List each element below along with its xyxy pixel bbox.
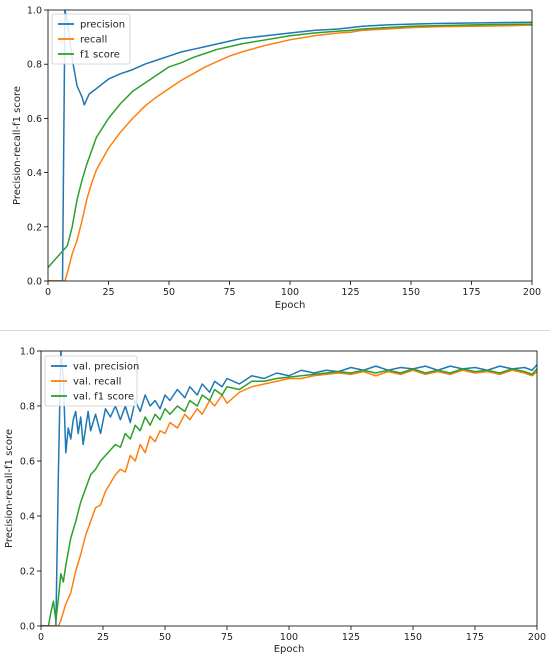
y-tick-label: 0.2 [27, 222, 42, 233]
series-line-recall [41, 369, 537, 626]
x-tick-label: 25 [97, 632, 109, 643]
y-tick-label: 1.0 [20, 347, 35, 358]
y-tick-label: 0.8 [27, 60, 42, 71]
x-tick-label: 75 [221, 632, 233, 643]
legend-label: val. recall [73, 377, 121, 388]
x-tick-label: 125 [341, 287, 359, 298]
x-tick-label: 200 [523, 287, 541, 298]
x-tick-label: 50 [159, 632, 171, 643]
legend-label: val. f1 score [73, 392, 134, 403]
y-tick-label: 0.6 [27, 114, 42, 125]
x-tick-label: 0 [38, 632, 44, 643]
x-axis-label: Epoch [274, 644, 305, 655]
y-tick-label: 0.4 [20, 512, 35, 523]
legend-label: val. precision [73, 362, 139, 373]
legend: precision recall f1 score [51, 13, 131, 65]
x-tick-label: 175 [462, 287, 480, 298]
x-tick-label: 100 [281, 287, 299, 298]
y-tick-label: 0.2 [20, 567, 35, 578]
y-tick-label: 0.0 [20, 622, 35, 633]
series-line-f1 [48, 23, 532, 268]
y-axis-label: Precision-recall-f1 score [12, 86, 23, 205]
x-tick-label: 75 [223, 287, 235, 298]
legend-box [44, 355, 138, 407]
chart-panel-1: 0 25 50 75 100 125 150 175 200 0.0 0.2 0.4 0.6 0.8 1.0… [12, 6, 541, 312]
legend-label: precision [80, 20, 125, 31]
y-tick-label: 0.0 [27, 277, 42, 288]
x-tick-label: 0 [45, 287, 51, 298]
x-tick-label: 125 [342, 632, 360, 643]
legend-label: f1 score [80, 50, 120, 61]
x-tick-label: 25 [102, 287, 114, 298]
y-tick-label: 0.4 [27, 168, 42, 179]
series-line-recall [48, 24, 532, 281]
panel-divider [0, 330, 550, 331]
series-line-precision [48, 10, 532, 281]
x-tick-label: 150 [404, 632, 422, 643]
legend-box [51, 13, 131, 65]
y-tick-label: 1.0 [27, 6, 42, 17]
y-tick-label: 0.8 [20, 402, 35, 413]
x-tick-label: 150 [402, 287, 420, 298]
legend: val. precision val. recall val. f1 score [44, 355, 139, 407]
x-tick-label: 175 [466, 632, 484, 643]
chart-panel-2: 0 25 50 75 100 125 150 175 200 0.0 0.2 0.4 0.6 0.8 1.0… [4, 347, 546, 656]
y-tick-label: 0.6 [20, 457, 35, 468]
x-tick-label: 200 [528, 632, 546, 643]
x-tick-label: 50 [163, 287, 175, 298]
y-axis-label: Precision-recall-f1 score [4, 429, 15, 548]
series-line-f1 [41, 368, 537, 626]
x-axis-label: Epoch [275, 300, 306, 311]
x-tick-label: 100 [280, 632, 298, 643]
legend-label: recall [80, 35, 107, 46]
